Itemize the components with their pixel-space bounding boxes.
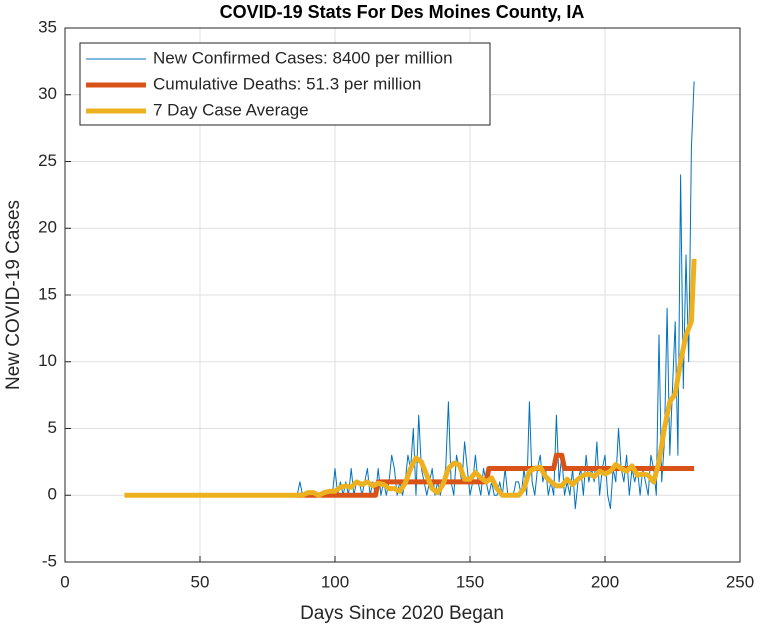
x-tick-label: 250 [726, 572, 754, 591]
y-axis-label: New COVID-19 Cases [3, 200, 24, 390]
plot-frame [64, 27, 741, 563]
x-tick-label: 50 [191, 572, 210, 591]
y-tick-label: 30 [38, 84, 57, 103]
y-tick-label: 15 [38, 284, 57, 303]
x-tick-label: 0 [60, 572, 69, 591]
legend-box [79, 42, 491, 126]
x-tick-label: 200 [591, 572, 619, 591]
y-tick-label: 25 [38, 151, 57, 170]
legend-label: New Confirmed Cases: 8400 per million [153, 48, 453, 67]
data-line [124, 258, 697, 498]
y-tick-label: 0 [48, 485, 57, 504]
y-tick-label: 10 [38, 351, 57, 370]
legend-label: 7 Day Case Average [153, 100, 309, 119]
y-tick-label: 35 [38, 17, 57, 36]
y-tick-label: -5 [42, 551, 57, 570]
x-tick-label: 150 [456, 572, 484, 591]
chart-title: COVID-19 Stats For Des Moines County, IA [220, 2, 585, 22]
data-line [296, 81, 695, 510]
y-tick-label: 5 [48, 418, 57, 437]
y-tick-label: 20 [38, 218, 57, 237]
legend-label: Cumulative Deaths: 51.3 per million [153, 74, 421, 93]
x-tick-label: 100 [321, 572, 349, 591]
x-axis-label: Days Since 2020 Began [300, 603, 504, 624]
